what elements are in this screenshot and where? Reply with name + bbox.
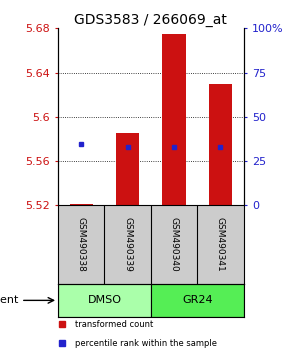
Bar bbox=[116, 133, 139, 205]
Text: agent: agent bbox=[0, 295, 19, 306]
Text: GSM490341: GSM490341 bbox=[216, 217, 225, 272]
Text: GSM490339: GSM490339 bbox=[123, 217, 132, 272]
Bar bbox=[162, 34, 186, 205]
Bar bbox=[151, 284, 244, 317]
Text: GSM490338: GSM490338 bbox=[77, 217, 86, 272]
Bar bbox=[58, 284, 151, 317]
Title: GDS3583 / 266069_at: GDS3583 / 266069_at bbox=[74, 13, 227, 27]
Text: GSM490340: GSM490340 bbox=[169, 217, 179, 272]
Bar bbox=[70, 204, 93, 205]
Text: DMSO: DMSO bbox=[87, 295, 122, 306]
Text: percentile rank within the sample: percentile rank within the sample bbox=[75, 339, 217, 348]
Text: GR24: GR24 bbox=[182, 295, 213, 306]
Bar bbox=[209, 84, 232, 205]
Text: transformed count: transformed count bbox=[75, 320, 153, 329]
